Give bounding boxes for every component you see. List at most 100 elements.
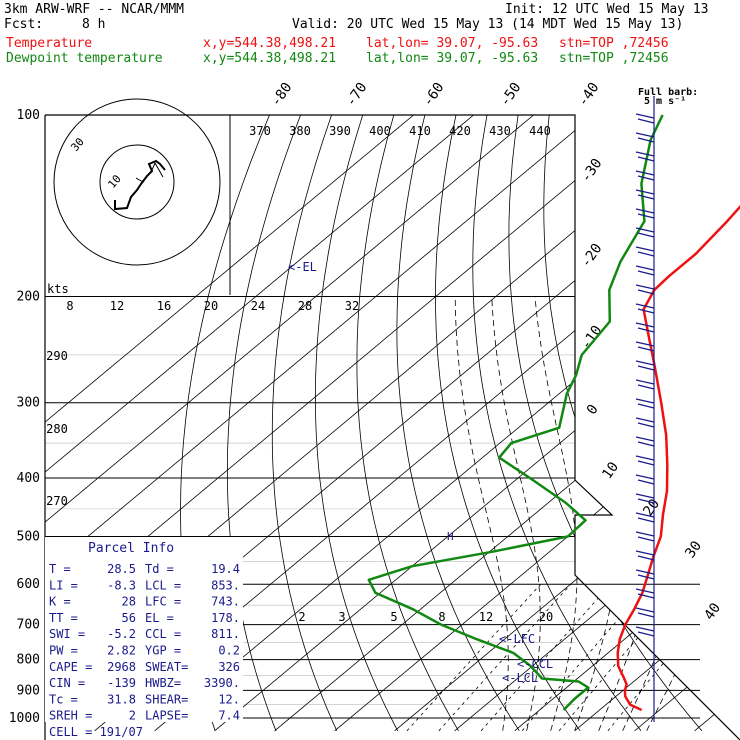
parcel-value: 31.8 [107, 692, 136, 706]
hodograph-ring-inner [99, 144, 175, 220]
parcel-value: 3390. [204, 676, 240, 690]
isotherm-label: -80 [268, 80, 296, 110]
parcel-value: 56 [122, 611, 136, 625]
parcel-value: 811. [211, 627, 240, 641]
wind-barb [635, 265, 655, 276]
isotherm-label: -10 [578, 323, 606, 353]
parcel-key: K = [49, 595, 71, 609]
isotherm-line [45, 115, 474, 732]
speed-label: 16 [157, 299, 171, 313]
speed-label: 28 [298, 299, 312, 313]
mixing-ratio-label: 12 [479, 610, 493, 624]
parcel-value: -8.3 [107, 578, 136, 592]
dry-adiabat [271, 115, 338, 731]
parcel-value: 2968 [107, 660, 136, 674]
kts-label: kts [47, 282, 69, 296]
theta-label: 280 [46, 422, 68, 436]
parcel-box-bg [45, 537, 243, 722]
theta-label: 400 [369, 124, 391, 138]
parcel-value: 2.82 [107, 644, 136, 658]
barb-key-units: 5 m s⁻¹ [644, 96, 686, 107]
dry-adiabat [673, 115, 740, 732]
barb-flag [635, 303, 655, 309]
parcel-value: 178. [211, 611, 240, 625]
barb-flag [637, 251, 655, 257]
wind-barb [635, 246, 655, 257]
theta-label: 390 [329, 124, 351, 138]
wind-barb [635, 227, 655, 238]
barb-flag [637, 156, 655, 162]
barb-flag [635, 284, 655, 290]
parcel-key: SREH = [49, 709, 92, 723]
wind-barb [635, 474, 655, 485]
barb-flag [635, 265, 655, 271]
speed-label: 24 [251, 299, 265, 313]
isotherm-line [634, 115, 740, 732]
dry-adiabat [315, 115, 399, 731]
moist-adiabat [574, 296, 621, 731]
barb-flag [637, 574, 655, 580]
barb-flag [637, 441, 655, 447]
barb-flag [635, 132, 655, 138]
speed-label: 12 [110, 299, 124, 313]
parcel-value: 0.2 [218, 644, 240, 658]
wind-barb [635, 322, 655, 333]
theta-label: 380 [289, 124, 311, 138]
wind-barb [635, 398, 655, 409]
barb-flag [637, 555, 655, 561]
barb-flag [637, 308, 655, 314]
theta-label: 370 [249, 124, 271, 138]
isotherm-label: -40 [575, 80, 603, 110]
parcel-key: Tc = [49, 692, 78, 706]
speed-label: 32 [345, 299, 359, 313]
isotherm-label: 0 [584, 402, 602, 418]
hwbz-marker: H [447, 530, 454, 543]
isotherm-line [694, 115, 740, 732]
barb-flag [637, 422, 655, 428]
mixing-ratio-line [406, 583, 542, 732]
isotherm-line [334, 115, 740, 732]
model-title: 3km ARW-WRF -- NCAR/MMM [4, 2, 185, 17]
barb-flag [637, 536, 655, 542]
parcel-info-box: Parcel Info T = 28.5 Td = 19.4 LI = -8.3 LCL = 8… [45, 537, 243, 739]
mixing-ratio-line [558, 583, 684, 732]
mixing-ratio-label: 2 [298, 610, 305, 624]
dry-adiabat [435, 115, 581, 732]
wind-barb [635, 170, 655, 181]
parcel-key: TT = [49, 611, 78, 625]
barb-flag [635, 208, 655, 214]
barb-flag [637, 118, 655, 124]
isotherm-line [574, 115, 740, 732]
wind-barb [635, 284, 655, 295]
parcel-cell: CELL = 191/07 [49, 725, 143, 739]
isotherm-line [454, 115, 740, 732]
pressure-label: 300 [17, 396, 40, 411]
parcel-value: 19.4 [211, 562, 240, 576]
isotherm-label: -50 [497, 80, 525, 110]
parcel-value: 853. [211, 578, 240, 592]
isotherm-label: -60 [420, 80, 448, 110]
barb-flag [637, 270, 655, 276]
barb-flag [635, 607, 655, 613]
barb-flag [635, 493, 655, 499]
dry-adiabat [472, 115, 642, 732]
isotherm-label: 10 [599, 459, 622, 482]
barb-flag [635, 588, 655, 594]
parcel-key: SWI = [49, 627, 85, 641]
forecast-label: Fcst: [4, 17, 44, 32]
barb-flag [637, 346, 655, 352]
dry-adiabat [610, 115, 740, 732]
isotherm-line [45, 115, 654, 732]
hodograph-ring-label: 30 [68, 135, 86, 154]
level-marker-label: <-LCL [502, 671, 538, 685]
parcel-key: LI = [49, 578, 78, 592]
valid-time: Valid: 20 UTC Wed 15 May 13 (14 MDT Wed … [292, 17, 684, 32]
barb-flag [635, 379, 655, 385]
wind-barb [635, 588, 655, 599]
barb-flag [637, 612, 655, 618]
parcel-value: 326 [218, 660, 240, 674]
temperature-line [616, 205, 740, 712]
parcel-key: SHEAR= [145, 692, 188, 706]
pressure-label: 500 [17, 529, 40, 544]
isotherm-line [514, 115, 740, 732]
